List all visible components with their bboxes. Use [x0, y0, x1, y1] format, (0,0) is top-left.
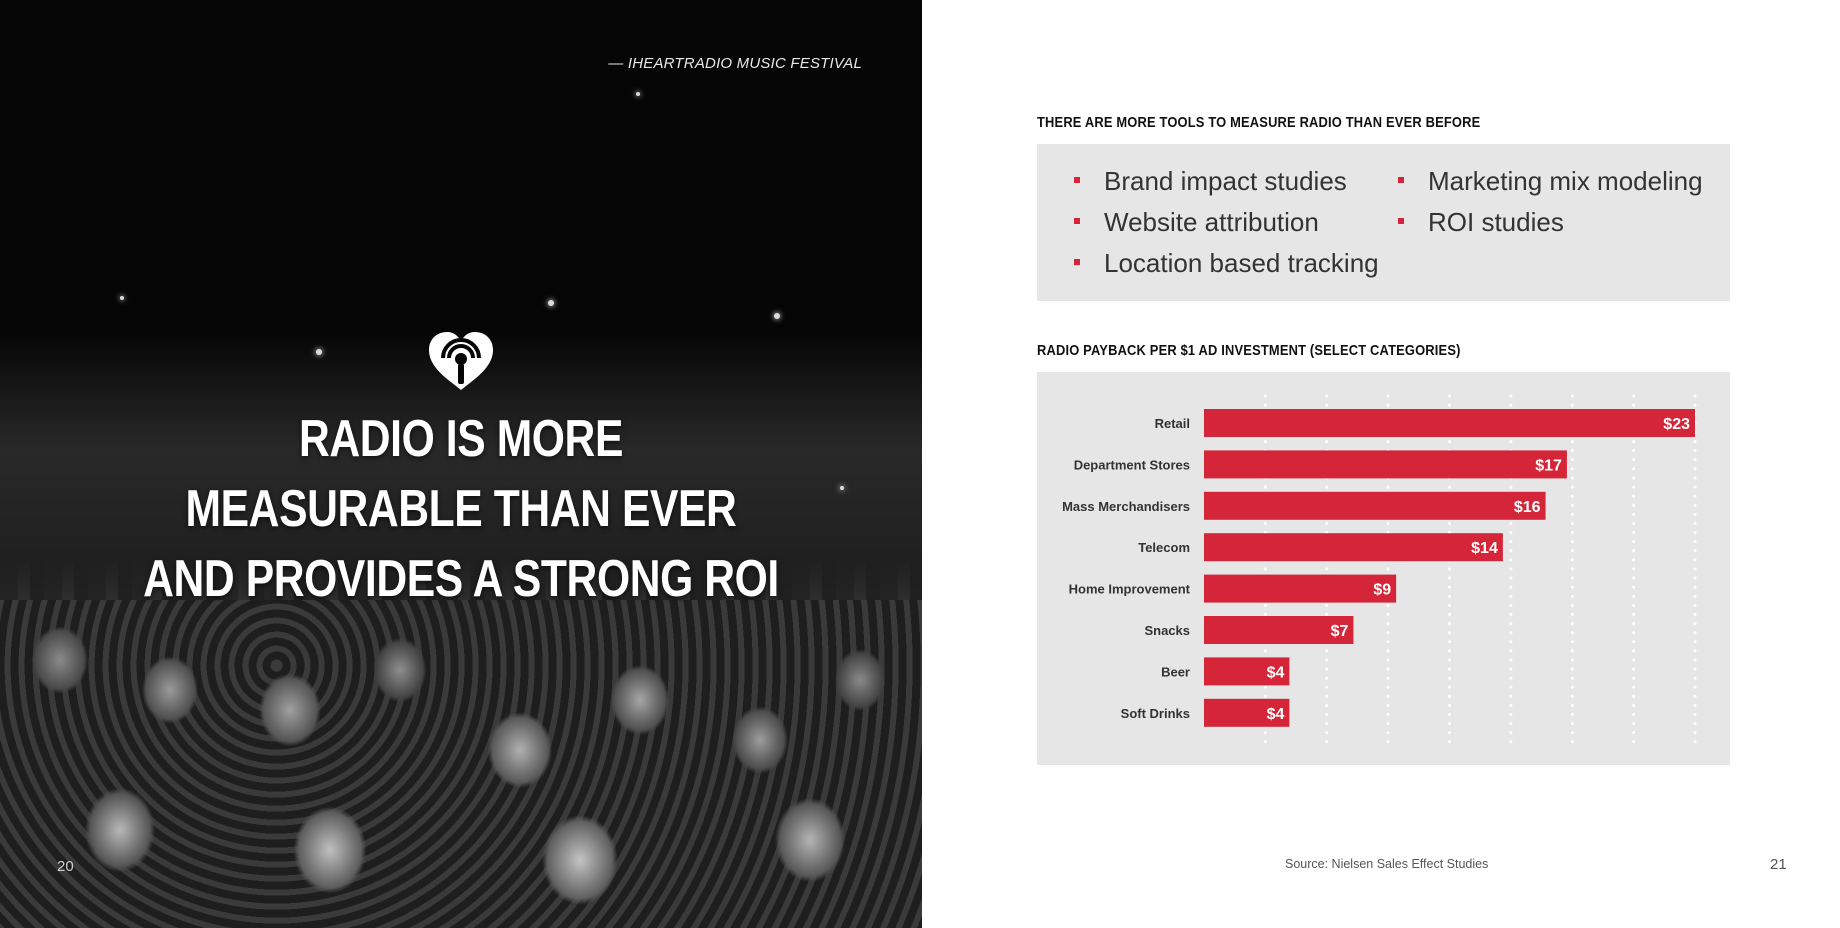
photo-credit: — IHEARTRADIO MUSIC FESTIVAL	[608, 55, 862, 72]
list-item-label: Website attribution	[1104, 207, 1319, 237]
value-label: $7	[1331, 623, 1349, 640]
tools-list-panel: Brand impact studies Website attribution…	[1037, 144, 1730, 301]
value-label: $4	[1267, 664, 1285, 681]
bullet-icon	[1074, 177, 1080, 184]
category-label: Home Improvement	[1069, 582, 1191, 597]
bullet-icon	[1074, 218, 1080, 225]
iheartradio-logo-icon	[429, 332, 493, 390]
category-label: Retail	[1155, 416, 1190, 431]
list-item: Brand impact studies	[1074, 166, 1347, 197]
bullet-icon	[1398, 177, 1404, 184]
category-label: Mass Merchandisers	[1062, 499, 1190, 514]
chart-panel: Retail $23 Department Stores $17 Mass Mercha…	[1037, 372, 1730, 765]
stage-light	[636, 92, 640, 96]
list-item: Location based tracking	[1074, 248, 1379, 279]
value-label: $4	[1267, 706, 1285, 723]
stage-light	[120, 296, 124, 300]
value-label: $14	[1471, 540, 1498, 557]
category-label: Soft Drinks	[1121, 706, 1190, 721]
payback-bar-chart: Retail $23 Department Stores $17 Mass Mercha…	[1062, 394, 1697, 744]
headline: RADIO IS MORE MEASURABLE THAN EVER AND P…	[83, 404, 839, 614]
stage-light	[840, 486, 844, 490]
chart-heading: RADIO PAYBACK PER $1 AD INVESTMENT (SELE…	[1037, 342, 1461, 359]
bullet-icon	[1074, 259, 1080, 266]
list-item-label: Location based tracking	[1104, 248, 1379, 278]
list-item-label: ROI studies	[1428, 207, 1564, 237]
value-label: $23	[1663, 416, 1690, 433]
value-label: $16	[1514, 499, 1541, 516]
bar	[1204, 657, 1290, 686]
page-number: 20	[57, 858, 74, 875]
bar	[1204, 574, 1397, 603]
bar	[1204, 450, 1567, 479]
category-label: Beer	[1161, 664, 1190, 679]
tools-heading: THERE ARE MORE TOOLS TO MEASURE RADIO TH…	[1037, 114, 1481, 131]
value-label: $9	[1373, 582, 1391, 599]
page-number: 21	[1770, 856, 1787, 873]
crowd-photo	[0, 600, 922, 928]
bar	[1204, 616, 1354, 644]
headline-line: RADIO IS MORE	[299, 410, 623, 468]
value-label: $17	[1535, 457, 1562, 474]
category-label: Telecom	[1138, 540, 1190, 555]
headline-line: AND PROVIDES A STRONG ROI	[143, 550, 779, 608]
list-item: Website attribution	[1074, 207, 1319, 238]
list-item-label: Brand impact studies	[1104, 166, 1347, 196]
category-label: Department Stores	[1074, 457, 1190, 472]
bar	[1204, 533, 1503, 562]
stage-light	[774, 313, 780, 319]
headline-line: MEASURABLE THAN EVER	[185, 480, 737, 538]
category-label: Snacks	[1144, 623, 1190, 638]
list-item: ROI studies	[1398, 207, 1564, 238]
stage-light	[316, 349, 322, 355]
list-item-label: Marketing mix modeling	[1428, 166, 1703, 196]
bullet-icon	[1398, 218, 1404, 225]
bar	[1204, 698, 1290, 727]
stage-light	[548, 300, 554, 306]
bar	[1204, 491, 1546, 520]
cover-photo-panel: — IHEARTRADIO MUSIC FESTIVAL RADIO IS MO…	[0, 0, 922, 928]
list-item: Marketing mix modeling	[1398, 166, 1703, 197]
source-note: Source: Nielsen Sales Effect Studies	[1285, 857, 1489, 871]
bar	[1204, 409, 1695, 437]
